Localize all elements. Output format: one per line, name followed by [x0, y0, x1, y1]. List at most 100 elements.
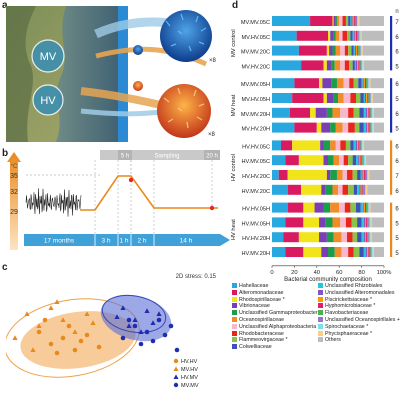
bar-segment: [359, 60, 361, 71]
bar-segment: [342, 170, 348, 180]
bar-segment: [292, 93, 324, 103]
bar-segment: [272, 202, 288, 213]
legend-label: Rhodospirillaceae *: [239, 296, 285, 303]
bar-segment: [369, 247, 371, 257]
point-hv-mv: [144, 308, 150, 313]
legend-label-3: MV.MV: [181, 383, 199, 389]
legend-item: Flammeovirgaceae *: [232, 337, 288, 344]
legend-item: Unclassified Alphaproteobacteria *: [232, 324, 320, 331]
bar-segment: [363, 122, 367, 133]
point-hv-mv: [126, 323, 132, 328]
n-header: n: [395, 9, 398, 15]
legend-label: Alteromonadaceae: [239, 289, 284, 296]
bar-segment: [359, 107, 364, 118]
bar-segment: [358, 155, 360, 166]
divider-bar: [118, 6, 128, 142]
bar-segment: [368, 122, 370, 133]
bar-segment: [369, 217, 371, 228]
point-mv-mv: [162, 332, 168, 338]
bar-segment: [368, 202, 370, 213]
x-axis-label: Bacterial community composition: [284, 277, 372, 282]
bar-segment: [358, 16, 360, 26]
point-mv-mv: [174, 347, 180, 353]
bar-segment: [357, 232, 362, 243]
y-unit: °C: [11, 164, 18, 170]
legend-label: Unclassified Gammaproteobacteria: [239, 310, 322, 317]
bar-segment: [366, 122, 368, 133]
row-label: HV.HV.05C: [242, 144, 270, 150]
bar-segment: [316, 122, 322, 133]
bar-segment: [360, 140, 362, 151]
bar-segment: [335, 16, 337, 26]
point-mv-mv: [132, 323, 138, 329]
bar-segment: [368, 107, 370, 118]
n-value: 6: [395, 207, 399, 213]
bar-segment: [353, 247, 360, 257]
n-value: 5: [395, 221, 399, 227]
point-hv-hv: [72, 347, 78, 353]
panel-c-legend: HV.HV MV.HV HV.MV MV.MV: [173, 358, 199, 389]
bar-segment: [361, 155, 363, 166]
bar-segment: [369, 170, 384, 180]
bar-segment: [359, 30, 361, 41]
bar-segment: [364, 217, 367, 228]
bar-segment: [332, 217, 341, 228]
point-mv-hv: [84, 311, 90, 316]
bar-segment: [370, 232, 372, 243]
bar-segment: [363, 155, 365, 166]
point-hv-hv: [78, 338, 84, 344]
bar-segment: [358, 60, 360, 71]
x-tick-label: 80: [358, 270, 364, 276]
small-blue-coral: [133, 45, 143, 55]
legend-item: Flavobacteriaceae: [318, 310, 368, 317]
bar-segment: [364, 184, 367, 195]
bar-segment: [356, 30, 358, 41]
bar-segment: [315, 107, 327, 118]
marker-5h: 5 h: [121, 154, 129, 160]
bar-segment: [339, 30, 343, 41]
point-hv-mv: [156, 311, 162, 316]
bar-segment: [272, 170, 279, 180]
point-mv-mv: [120, 335, 126, 341]
legend-swatch: [232, 296, 237, 302]
bar-segment: [372, 107, 374, 118]
legend-label-2: HV.MV: [181, 375, 198, 381]
bar-segment: [326, 107, 333, 118]
bar-segment: [328, 30, 331, 41]
bar-segment: [320, 140, 324, 151]
bar-segment: [314, 202, 324, 213]
bar-segment: [354, 122, 360, 133]
blue-coral-colony: [160, 10, 212, 62]
y-tick-35: 35: [10, 173, 18, 180]
legend-item: Phycisphaeraceae *: [318, 331, 372, 338]
bar-segment: [357, 217, 362, 228]
bar-segment: [367, 170, 369, 180]
row-label: HV.HV.20H: [242, 236, 270, 242]
bar-segment: [373, 122, 384, 133]
bar-segment: [373, 247, 384, 257]
point-hv-hv: [48, 341, 54, 347]
bar-segment: [343, 93, 351, 103]
bar-segment: [322, 78, 332, 89]
legend-label: Flavobacteriaceae: [325, 310, 369, 317]
bar-segment: [363, 170, 365, 180]
bar-segment: [360, 202, 363, 213]
bar-segment: [370, 107, 372, 118]
bar-segment: [353, 16, 355, 26]
group-side-bar: [390, 140, 393, 195]
legend-swatch: [232, 330, 237, 336]
panel-label-b: b: [2, 148, 9, 159]
duration-1h: 1 h: [119, 238, 128, 245]
bar-segment: [348, 155, 353, 166]
bar-segment: [280, 140, 293, 151]
bar-segment: [325, 184, 333, 195]
bar-segment: [363, 140, 384, 151]
bar-segment: [342, 16, 346, 26]
hv-site-circle: [32, 84, 64, 116]
row-label: MV.MV.20C: [241, 50, 270, 56]
bar-segment: [370, 217, 372, 228]
bar-segment: [371, 122, 373, 133]
bar-segment: [364, 170, 367, 180]
bar-segment: [359, 16, 384, 26]
bar-segment: [335, 140, 341, 151]
